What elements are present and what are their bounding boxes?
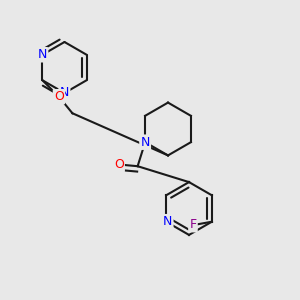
Text: N: N — [140, 136, 150, 149]
Text: O: O — [114, 158, 124, 171]
Text: N: N — [163, 215, 172, 228]
Text: F: F — [189, 218, 197, 231]
Text: N: N — [60, 86, 69, 100]
Text: O: O — [54, 90, 64, 103]
Text: N: N — [38, 48, 47, 61]
